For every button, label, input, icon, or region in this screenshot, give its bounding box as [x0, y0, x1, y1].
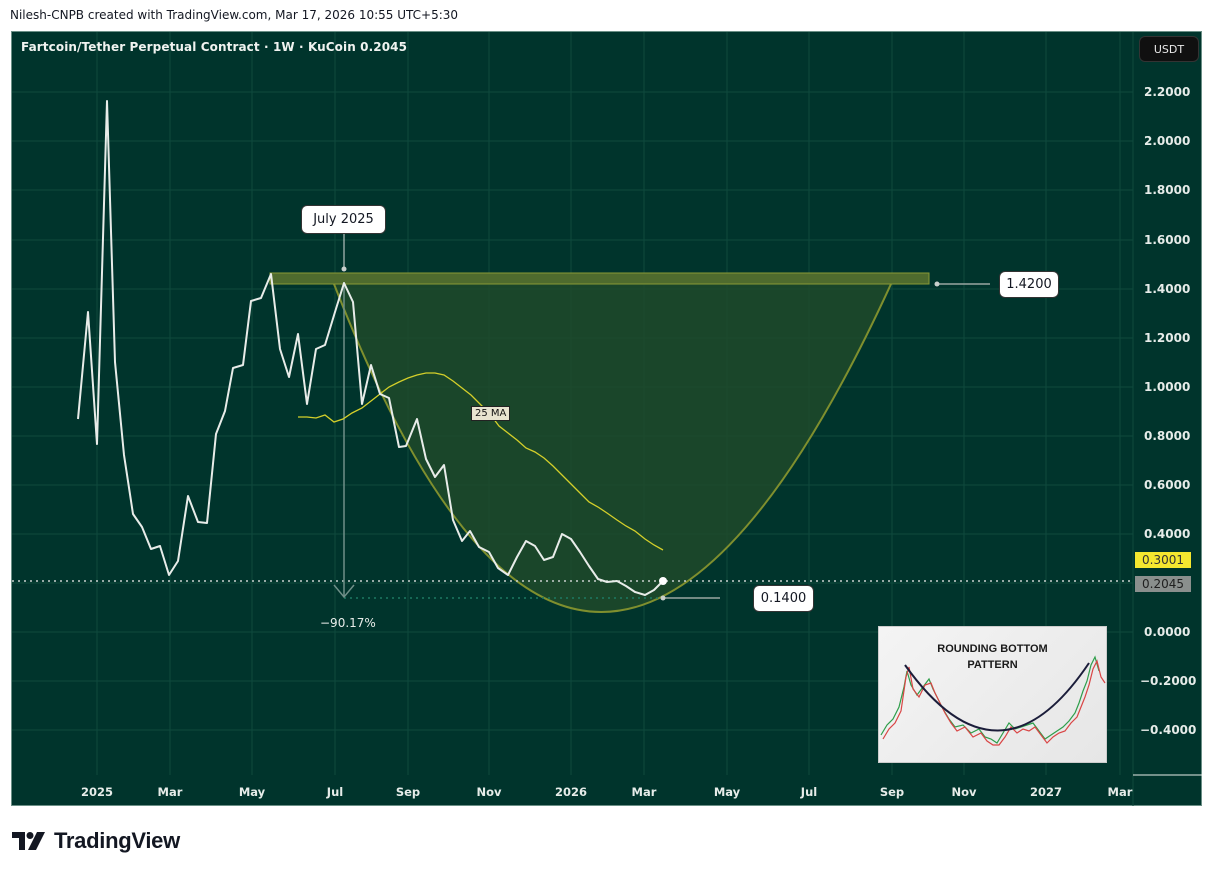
x-tick: 2025: [80, 785, 114, 799]
support-callout-dot: [660, 595, 666, 601]
y-tick: 1.4000: [1144, 282, 1191, 296]
x-tick: Sep: [395, 785, 421, 799]
x-tick: May: [713, 785, 741, 799]
y-tick: 1.8000: [1144, 183, 1191, 197]
x-tick: Jul: [800, 785, 818, 799]
y-tick: −0.4000: [1140, 723, 1197, 737]
drop-percent-label: −90.17%: [320, 616, 376, 630]
y-tick: 1.0000: [1144, 380, 1191, 394]
y-tick: 1.2000: [1144, 331, 1191, 345]
y-tick: 2.0000: [1144, 134, 1191, 148]
peak-callout-dot: [341, 266, 347, 272]
resistance-callout-dot: [934, 281, 940, 287]
x-tick: Sep: [879, 785, 905, 799]
ma-25-line: [298, 372, 664, 551]
y-tick: 0.8000: [1144, 429, 1191, 443]
x-tick: Mar: [157, 785, 183, 799]
x-tick: May: [238, 785, 266, 799]
ma-label[interactable]: 25 MA: [471, 406, 511, 421]
y-tick: 1.6000: [1144, 233, 1191, 247]
y-tick: 0.6000: [1144, 478, 1191, 492]
rounding-bottom-curve: [333, 283, 892, 613]
y-tick: 2.2000: [1144, 85, 1191, 99]
rounding-bottom-inset-image: ROUNDING BOTTOM PATTERN: [878, 626, 1107, 763]
resistance-band: [269, 272, 930, 285]
x-tick: Nov: [476, 785, 502, 799]
last-price-dot: [659, 577, 667, 585]
chart-title: Fartcoin/Tether Perpetual Contract · 1W …: [21, 40, 408, 54]
x-tick: 2027: [1029, 785, 1063, 799]
rounding-bottom-pattern: [334, 284, 891, 612]
tradingview-logo-icon: [12, 832, 45, 850]
y-tick: 0.4000: [1144, 527, 1191, 541]
x-tick: Mar: [631, 785, 657, 799]
inset-candles: [880, 655, 1106, 746]
currency-button[interactable]: USDT: [1139, 36, 1199, 62]
tradingview-logo[interactable]: TradingView: [12, 828, 180, 854]
tradingview-brand: TradingView: [54, 828, 180, 853]
x-tick: Nov: [951, 785, 977, 799]
y-tick: −0.2000: [1140, 674, 1197, 688]
ma-price-tag: 0.3001: [1135, 552, 1191, 568]
support-callout[interactable]: 0.1400: [753, 585, 814, 612]
x-tick: Mar: [1107, 785, 1133, 799]
x-tick: 2026: [554, 785, 588, 799]
peak-callout[interactable]: July 2025: [301, 205, 386, 234]
x-tick: Jul: [326, 785, 344, 799]
price-line: [77, 100, 664, 596]
y-tick: 0.0000: [1144, 625, 1191, 639]
last-price-tag: 0.2045: [1135, 576, 1191, 592]
chart-credit: Nilesh-CNPB created with TradingView.com…: [10, 8, 459, 22]
inset-title: ROUNDING BOTTOM PATTERN: [937, 643, 1048, 671]
measure-arrow: [333, 283, 355, 599]
resistance-callout[interactable]: 1.4200: [999, 271, 1059, 298]
